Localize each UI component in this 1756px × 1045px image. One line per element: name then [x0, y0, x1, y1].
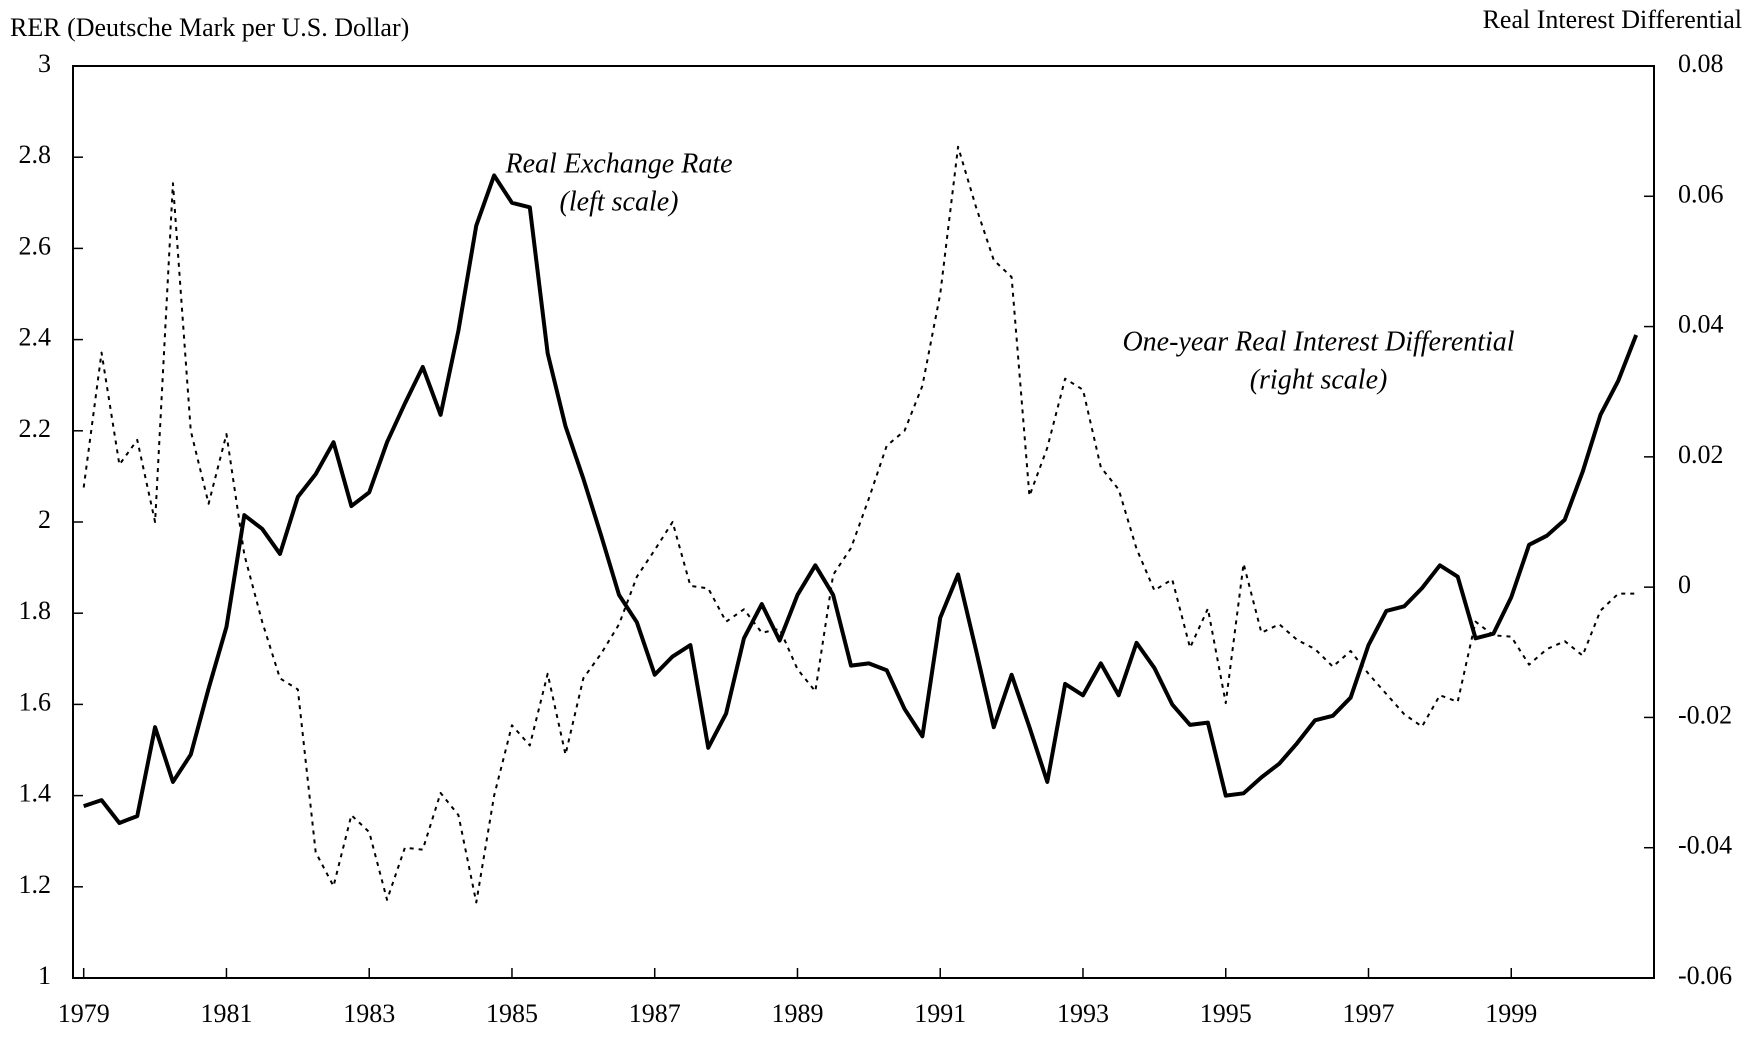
- x-tick-label: 1991: [914, 999, 966, 1028]
- y-tick-label: 1.4: [19, 779, 52, 808]
- x-tick-label: 1989: [771, 999, 823, 1028]
- y-tick-label: 1.8: [19, 596, 52, 625]
- y2-tick-label: -0.02: [1678, 700, 1732, 729]
- y2-tick-label: 0.04: [1678, 310, 1724, 339]
- y2-tick-label: -0.04: [1678, 831, 1732, 860]
- y2-tick-label: 0.08: [1678, 49, 1724, 78]
- y-tick-label: 2.6: [19, 231, 52, 260]
- y2-axis-label: Real Interest Differential: [1483, 5, 1742, 34]
- annotation: (right scale): [1250, 365, 1388, 396]
- x-tick-label: 1993: [1057, 999, 1109, 1028]
- x-tick-label: 1985: [486, 999, 538, 1028]
- y2-tick-label: 0: [1678, 570, 1691, 599]
- plot-frame: [72, 65, 1655, 979]
- x-tick-label: 1995: [1200, 999, 1252, 1028]
- series-line: [83, 173, 1639, 825]
- y2-tick-label: -0.06: [1678, 961, 1732, 990]
- y-axis-label: RER (Deutsche Mark per U.S. Dollar): [10, 13, 409, 42]
- y-tick-label: 1.2: [19, 870, 52, 899]
- y-tick-label: 2: [38, 505, 51, 534]
- series-line: [82, 145, 1637, 904]
- annotation: One-year Real Interest Differential: [1122, 327, 1514, 358]
- y-tick-label: 2.4: [19, 323, 52, 352]
- y-tick-label: 2.2: [19, 414, 52, 443]
- y-tick-label: 1.6: [19, 687, 52, 716]
- y-tick-label: 1: [38, 961, 51, 990]
- annotation: Real Exchange Rate: [505, 149, 733, 180]
- x-tick-label: 1997: [1342, 999, 1394, 1028]
- y-tick-label: 3: [38, 49, 51, 78]
- y2-tick-label: 0.06: [1678, 179, 1724, 208]
- y2-tick-label: 0.02: [1678, 440, 1724, 469]
- x-tick-label: 1987: [629, 999, 681, 1028]
- x-tick-label: 1999: [1485, 999, 1537, 1028]
- x-tick-label: 1983: [343, 999, 395, 1028]
- y-tick-label: 2.8: [19, 140, 52, 169]
- x-tick-label: 1979: [58, 999, 110, 1028]
- annotation: (left scale): [560, 187, 679, 218]
- x-tick-label: 1981: [200, 999, 252, 1028]
